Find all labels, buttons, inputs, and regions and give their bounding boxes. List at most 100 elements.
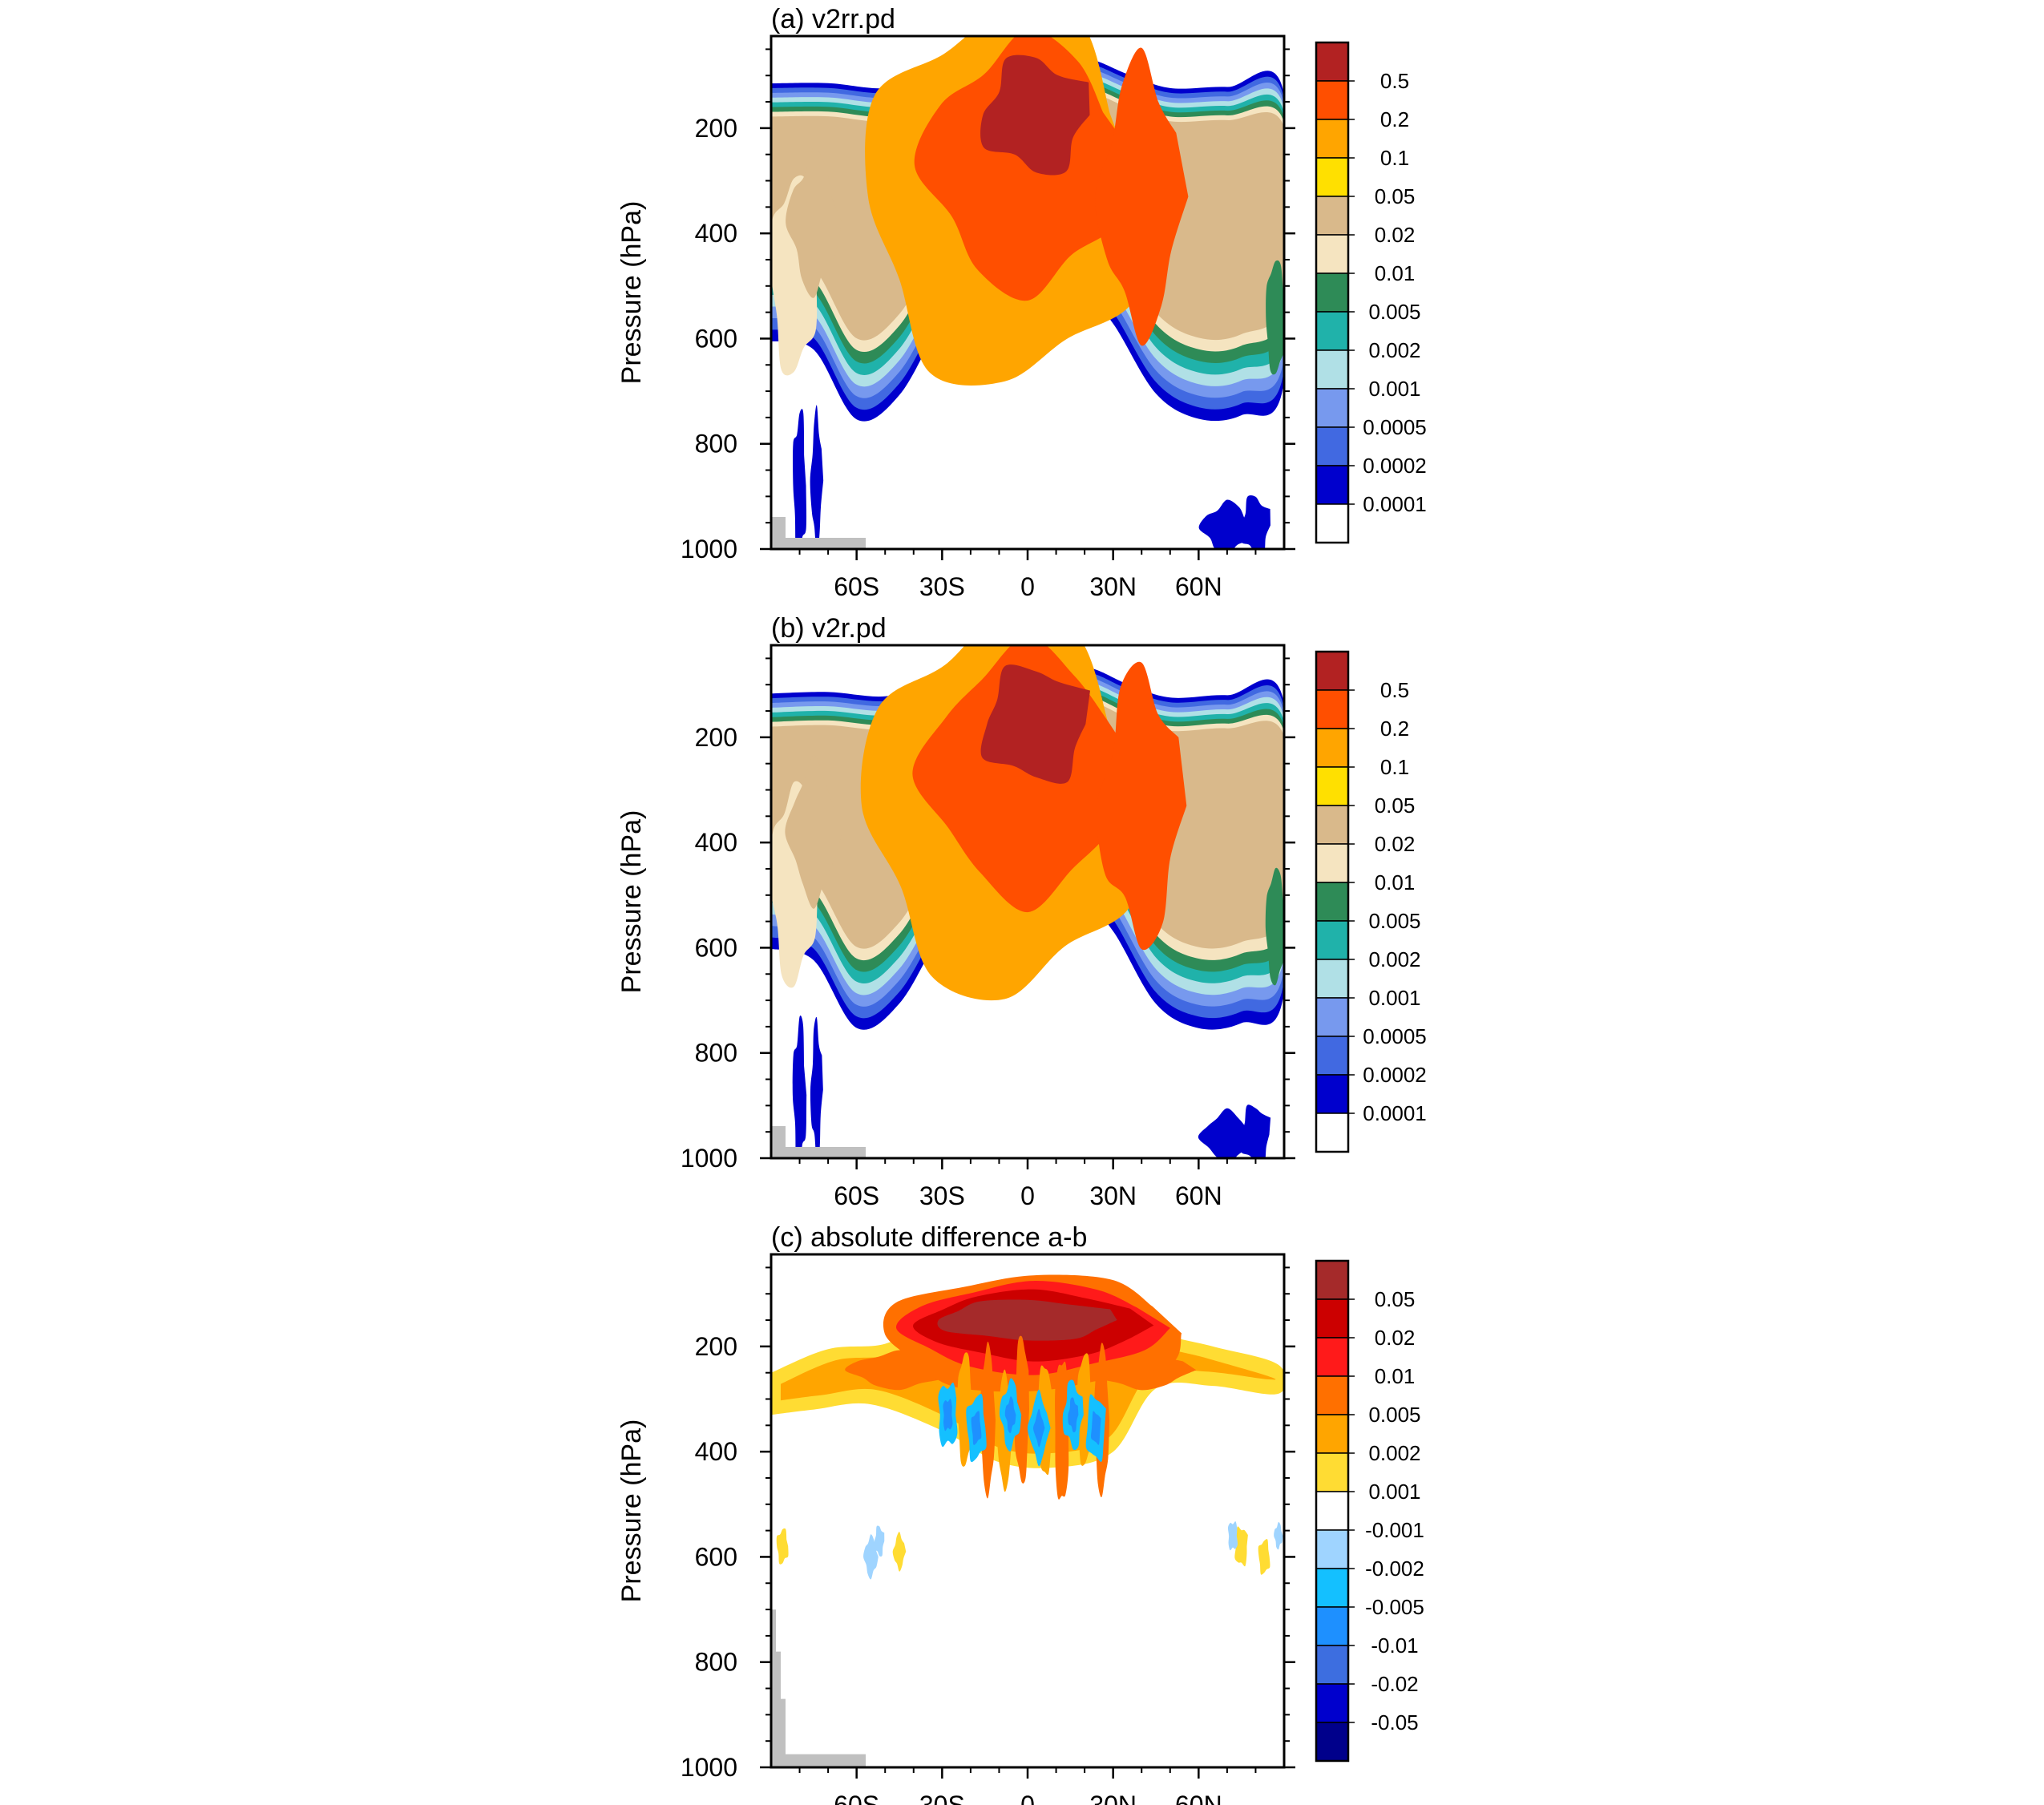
contour-band	[1095, 47, 1189, 346]
colorbar-label: 0.0005	[1363, 1024, 1427, 1048]
contour-band	[1258, 1539, 1270, 1575]
y-tick-label: 200	[695, 114, 737, 143]
x-tick-label: 60S	[834, 1791, 879, 1805]
colorbar-swatch	[1315, 273, 1349, 313]
colorbar-swatch	[1315, 311, 1349, 351]
colorbar-swatch	[1315, 119, 1349, 159]
colorbar-label: 0.2	[1380, 107, 1409, 131]
colorbar-label: 0.01	[1375, 1364, 1416, 1388]
colorbar-label: 0.002	[1368, 338, 1420, 362]
colorbar: 0.5 0.2 0.1 0.05 0.02 0.01 0.005 0.002 0.001 0.00…	[1315, 41, 1427, 544]
colorbar-frame	[1315, 650, 1350, 1153]
contour-band	[1234, 1526, 1248, 1567]
colorbar-label: -0.05	[1371, 1710, 1418, 1734]
colorbar-swatch	[1315, 766, 1349, 806]
colorbar-swatch	[1315, 997, 1349, 1037]
colorbar-swatch	[1315, 1568, 1349, 1608]
contour-band	[1274, 1522, 1283, 1550]
colorbar-swatch	[1315, 959, 1349, 999]
y-tick-label: 600	[695, 1542, 737, 1571]
contour-band	[937, 1299, 1117, 1341]
contour-band	[1033, 1408, 1045, 1448]
colorbar-label: 0.1	[1380, 146, 1409, 170]
colorbar-label: 0.0002	[1363, 1063, 1427, 1087]
y-tick-label: 1000	[681, 1144, 737, 1173]
colorbar-swatch	[1315, 1606, 1349, 1646]
masked-region	[771, 517, 866, 549]
x-tick-label: 30S	[919, 1181, 965, 1210]
contour-band	[776, 1528, 789, 1565]
contour-band	[1004, 1396, 1016, 1434]
y-axis-label: Pressure (hPa)	[616, 810, 647, 994]
colorbar-label: -0.01	[1371, 1633, 1418, 1658]
contour-band	[1055, 1361, 1069, 1500]
contour-band	[1091, 1411, 1101, 1445]
x-tick-label: 30N	[1089, 1791, 1137, 1805]
contour-band	[786, 147, 842, 298]
contour-band	[980, 55, 1090, 176]
colorbar-swatch	[1315, 1722, 1349, 1762]
x-tick-label: 60N	[1175, 1791, 1222, 1805]
panel-b: 200 400 600 800 1000 60S 30S 0 30N 60N (b) v2r.pd P…	[616, 613, 1427, 1210]
colorbar-swatch	[1315, 234, 1349, 274]
colorbar-label: 0.05	[1375, 184, 1416, 208]
contour-field	[771, 645, 1284, 1158]
colorbar-swatch	[1315, 1414, 1349, 1454]
colorbar-label: 0.001	[1368, 1480, 1420, 1504]
panel-title: (a) v2rr.pd	[771, 4, 895, 34]
colorbar-swatch	[1315, 80, 1349, 120]
y-tick-label: 800	[695, 430, 737, 458]
x-tick-label: 60S	[834, 572, 879, 601]
colorbar-swatch	[1315, 1036, 1349, 1076]
colorbar-swatch	[1315, 1112, 1349, 1153]
contour-field	[771, 36, 1284, 549]
colorbar-label: 0.0001	[1363, 1101, 1427, 1125]
colorbar-label: -0.001	[1365, 1518, 1424, 1542]
colorbar-swatch	[1315, 1375, 1349, 1415]
y-tick-label: 600	[695, 933, 737, 962]
colorbar-swatch	[1315, 1452, 1349, 1492]
colorbar-label: 0.001	[1368, 377, 1420, 401]
colorbar-swatch	[1315, 1491, 1349, 1531]
colorbar-label: 0.002	[1368, 947, 1420, 971]
colorbar: 0.5 0.2 0.1 0.05 0.02 0.01 0.005 0.002 0.001 0.00…	[1315, 650, 1427, 1153]
contour-band	[980, 1341, 996, 1499]
y-tick-label: 800	[695, 1648, 737, 1677]
y-tick-label: 1000	[681, 535, 737, 563]
colorbar-swatch	[1315, 1683, 1349, 1723]
contour-band	[943, 1399, 953, 1431]
colorbar-label: 0.005	[1368, 909, 1420, 933]
colorbar-label: -0.002	[1365, 1557, 1424, 1581]
contour-field	[771, 1254, 1284, 1767]
x-tick-label: 0	[1020, 572, 1035, 601]
colorbar-label: 0.2	[1380, 717, 1409, 741]
colorbar-label: 0.02	[1375, 223, 1416, 247]
colorbar-label: -0.005	[1365, 1595, 1424, 1619]
colorbar-swatch	[1315, 349, 1349, 390]
panel-c: 200 400 600 800 1000 60S 30S 0 30N 60N (c) absolut…	[616, 1222, 1424, 1805]
contour-band	[980, 664, 1090, 784]
colorbar-label: 0.005	[1368, 300, 1420, 324]
panel-title: (b) v2r.pd	[771, 613, 887, 644]
colorbar-swatch	[1315, 1529, 1349, 1569]
colorbar-swatch	[1315, 503, 1349, 543]
x-tick-label: 0	[1020, 1791, 1035, 1805]
colorbar-swatch	[1315, 1260, 1349, 1300]
y-axis-label: Pressure (hPa)	[616, 201, 647, 385]
colorbar-swatch	[1315, 1645, 1349, 1685]
panel-a: 200 400 600 800 1000 60S 30S 0 30N 60N (a) v2rr.pd…	[616, 4, 1427, 601]
contour-band	[1014, 1335, 1030, 1484]
colorbar-swatch	[1315, 920, 1349, 960]
y-tick-label: 600	[695, 324, 737, 353]
colorbar-swatch	[1315, 196, 1349, 236]
contour-band	[1240, 495, 1270, 549]
contour-band	[792, 1016, 807, 1158]
colorbar-label: 0.05	[1375, 1287, 1416, 1311]
x-tick-label: 30S	[919, 1791, 965, 1805]
colorbar-swatch	[1315, 1337, 1349, 1377]
contour-band	[1227, 1521, 1238, 1551]
contour-band	[1068, 1397, 1079, 1433]
y-tick-label: 1000	[681, 1753, 737, 1782]
x-tick-label: 0	[1020, 1181, 1035, 1210]
